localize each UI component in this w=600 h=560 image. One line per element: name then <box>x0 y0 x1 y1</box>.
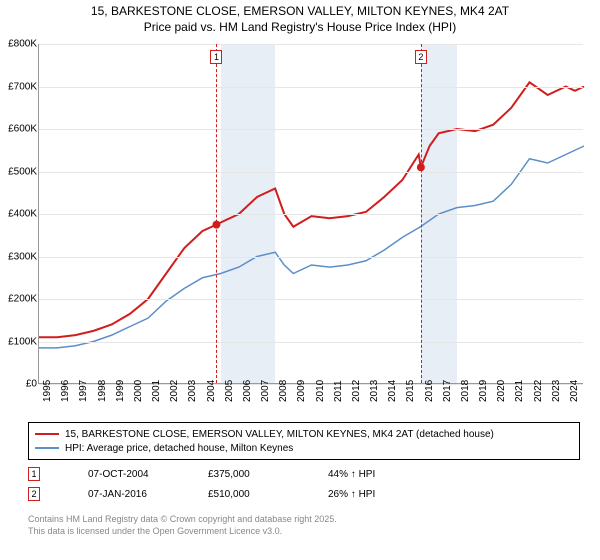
legend-label: 15, BARKESTONE CLOSE, EMERSON VALLEY, MI… <box>65 429 494 440</box>
x-axis-tick: 2010 <box>315 380 326 402</box>
x-axis-tick: 2016 <box>424 380 435 402</box>
x-axis-tick: 1998 <box>97 380 108 402</box>
x-axis-tick: 2005 <box>224 380 235 402</box>
event-line <box>421 44 422 383</box>
event-line <box>216 44 217 383</box>
y-axis-tick: £100K <box>1 336 37 347</box>
chart-title: 15, BARKESTONE CLOSE, EMERSON VALLEY, MI… <box>0 0 600 35</box>
x-axis-tick: 2019 <box>478 380 489 402</box>
plot-area: £0£100K£200K£300K£400K£500K£600K£700K£80… <box>38 44 583 384</box>
legend: 15, BARKESTONE CLOSE, EMERSON VALLEY, MI… <box>28 422 580 460</box>
legend-swatch <box>35 447 59 449</box>
event-marker-1: 1 <box>210 50 222 64</box>
x-axis-tick: 1997 <box>78 380 89 402</box>
x-axis-tick: 2013 <box>369 380 380 402</box>
title-line-2: Price paid vs. HM Land Registry's House … <box>0 20 600 36</box>
x-axis-tick: 2003 <box>187 380 198 402</box>
event-price: £375,000 <box>208 469 308 480</box>
footnote-line-1: Contains HM Land Registry data © Crown c… <box>28 514 337 526</box>
x-axis-tick: 2018 <box>460 380 471 402</box>
title-line-1: 15, BARKESTONE CLOSE, EMERSON VALLEY, MI… <box>0 4 600 20</box>
legend-row: 15, BARKESTONE CLOSE, EMERSON VALLEY, MI… <box>35 427 573 441</box>
event-row-marker: 2 <box>28 487 40 501</box>
event-list: 1 07-OCT-2004 £375,000 44% ↑ HPI 2 07-JAN-201… <box>28 464 375 504</box>
event-row-marker: 1 <box>28 467 40 481</box>
legend-row: HPI: Average price, detached house, Milt… <box>35 441 573 455</box>
x-axis-tick: 2024 <box>569 380 580 402</box>
event-marker-2: 2 <box>415 50 427 64</box>
event-row: 1 07-OCT-2004 £375,000 44% ↑ HPI <box>28 464 375 484</box>
x-axis-tick: 2022 <box>533 380 544 402</box>
x-axis-tick: 2015 <box>405 380 416 402</box>
footnote: Contains HM Land Registry data © Crown c… <box>28 514 337 537</box>
x-axis-tick: 2006 <box>242 380 253 402</box>
chart-container: 15, BARKESTONE CLOSE, EMERSON VALLEY, MI… <box>0 0 600 560</box>
legend-label: HPI: Average price, detached house, Milt… <box>65 443 293 454</box>
y-axis-tick: £0 <box>1 379 37 390</box>
x-axis-tick: 2007 <box>260 380 271 402</box>
x-axis-tick: 1999 <box>115 380 126 402</box>
y-axis-tick: £600K <box>1 124 37 135</box>
event-date: 07-OCT-2004 <box>88 469 188 480</box>
y-axis-tick: £500K <box>1 166 37 177</box>
y-axis-tick: £700K <box>1 81 37 92</box>
event-row: 2 07-JAN-2016 £510,000 26% ↑ HPI <box>28 484 375 504</box>
series-line <box>39 146 584 348</box>
y-axis-tick: £400K <box>1 209 37 220</box>
footnote-line-2: This data is licensed under the Open Gov… <box>28 526 337 538</box>
y-axis-tick: £800K <box>1 39 37 50</box>
chart-region: £0£100K£200K£300K£400K£500K£600K£700K£80… <box>38 44 583 384</box>
event-delta: 44% ↑ HPI <box>328 469 375 480</box>
legend-swatch <box>35 433 59 435</box>
x-axis-tick: 1996 <box>60 380 71 402</box>
x-axis-tick: 2014 <box>387 380 398 402</box>
x-axis-tick: 2021 <box>514 380 525 402</box>
event-price: £510,000 <box>208 489 308 500</box>
y-axis-tick: £200K <box>1 294 37 305</box>
y-axis-tick: £300K <box>1 251 37 262</box>
x-axis-tick: 2012 <box>351 380 362 402</box>
x-axis-tick: 1995 <box>42 380 53 402</box>
event-date: 07-JAN-2016 <box>88 489 188 500</box>
x-axis-tick: 2009 <box>296 380 307 402</box>
x-axis-tick: 2023 <box>551 380 562 402</box>
x-axis-tick: 2001 <box>151 380 162 402</box>
x-axis-tick: 2020 <box>496 380 507 402</box>
x-axis-tick: 2017 <box>442 380 453 402</box>
x-axis-tick: 2011 <box>333 380 344 402</box>
x-axis-tick: 2004 <box>206 380 217 402</box>
event-delta: 26% ↑ HPI <box>328 489 375 500</box>
x-axis-tick: 2008 <box>278 380 289 402</box>
x-axis-tick: 2002 <box>169 380 180 402</box>
x-axis-tick: 2000 <box>133 380 144 402</box>
